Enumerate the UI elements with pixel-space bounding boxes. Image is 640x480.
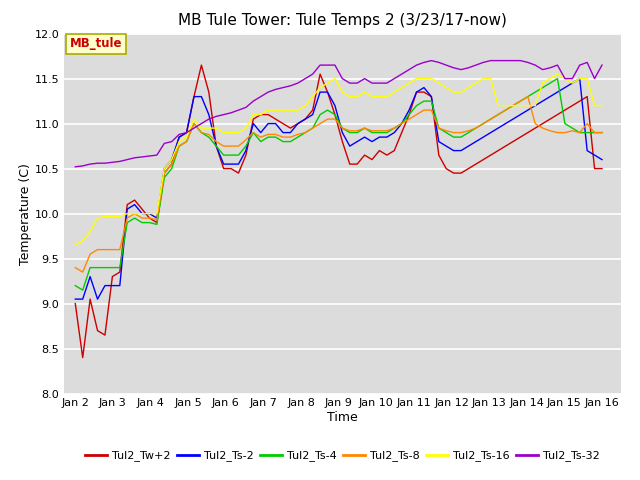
Text: MB_tule: MB_tule [70,37,122,50]
Y-axis label: Temperature (C): Temperature (C) [19,163,31,264]
X-axis label: Time: Time [327,411,358,424]
Title: MB Tule Tower: Tule Temps 2 (3/23/17-now): MB Tule Tower: Tule Temps 2 (3/23/17-now… [178,13,507,28]
Legend: Tul2_Tw+2, Tul2_Ts-2, Tul2_Ts-4, Tul2_Ts-8, Tul2_Ts-16, Tul2_Ts-32: Tul2_Tw+2, Tul2_Ts-2, Tul2_Ts-4, Tul2_Ts… [81,446,604,466]
